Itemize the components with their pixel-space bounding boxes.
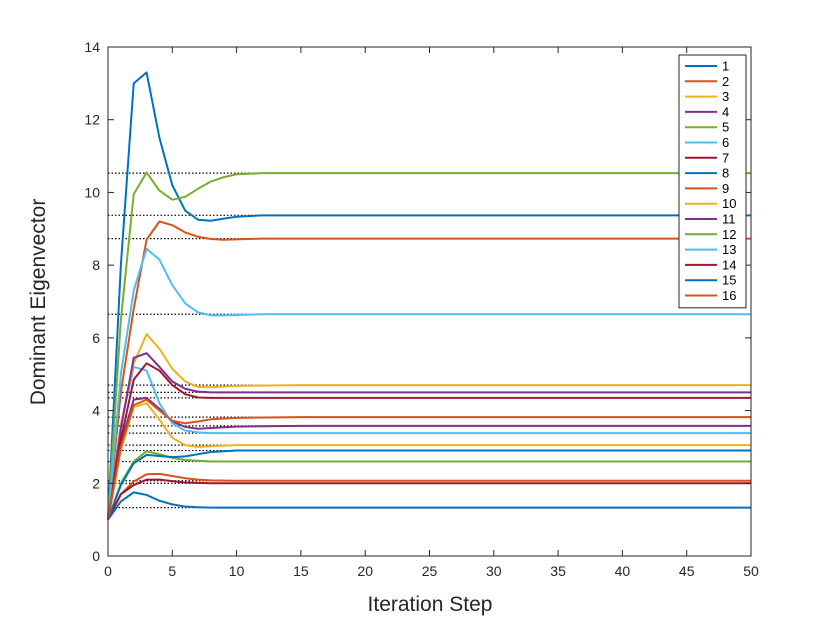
y-tick-label: 12 [84,112,100,128]
series-line-14 [107,362,751,520]
legend-label-3: 3 [722,89,729,104]
x-tick-label: 45 [679,563,695,579]
legend-label-9: 9 [722,181,729,196]
legend-label-15: 15 [722,273,736,288]
x-axis-label: Iteration Step [368,593,493,616]
x-tick-label: 20 [357,563,373,579]
legend-label-12: 12 [722,227,736,242]
x-tick-label: 40 [615,563,631,579]
x-tick-label: 15 [293,563,309,579]
series-line-16 [107,398,751,520]
series-line-8 [107,71,751,520]
series-line-9 [107,220,751,520]
y-tick-label: 10 [84,184,100,200]
y-tick-label: 6 [92,330,100,346]
series-line-4 [107,396,751,520]
y-tick-label: 4 [92,403,100,419]
y-tick-label: 14 [84,39,100,55]
y-tick-label: 8 [92,257,100,273]
series-line-13 [107,247,751,520]
legend-label-16: 16 [722,288,736,303]
y-tick-label: 0 [92,548,100,564]
y-axis-label: Dominant Eigenvector [27,199,50,406]
legend-label-8: 8 [722,166,729,181]
series-line-11 [107,352,751,520]
x-tick-label: 25 [422,563,438,579]
legend-label-4: 4 [722,104,729,119]
x-tick-label: 35 [550,563,566,579]
legend-label-10: 10 [722,196,736,211]
legend-label-6: 6 [722,135,729,150]
series-line-10 [107,333,751,520]
x-tick-label: 30 [486,563,502,579]
legend-label-1: 1 [722,59,729,74]
series-line-5 [107,450,751,520]
x-tick-label: 50 [743,563,759,579]
legend-label-7: 7 [722,150,729,165]
x-tick-label: 0 [104,563,112,579]
series-line-12 [107,171,751,520]
y-tick-label: 2 [92,475,100,491]
legend-label-13: 13 [722,242,736,257]
legend-label-14: 14 [722,257,736,272]
legend-label-2: 2 [722,74,729,89]
legend-label-11: 11 [722,212,736,227]
x-tick-label: 10 [229,563,245,579]
series-line-1 [107,491,751,521]
series-line-15 [107,449,751,520]
x-tick-label: 5 [168,563,176,579]
legend-label-5: 5 [722,120,729,135]
series-line-7 [107,478,751,521]
series-line-2 [107,472,751,521]
series-lines [107,71,751,521]
series-line-6 [107,365,751,520]
reference-lines [108,172,751,509]
